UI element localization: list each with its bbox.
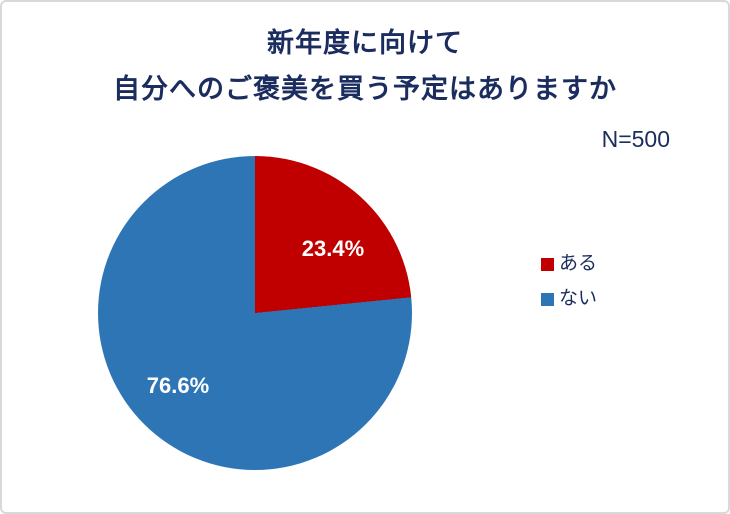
legend-item-aru: ある (541, 253, 597, 275)
slice-label-aru: 23.4% (301, 236, 365, 261)
chart-title-line2: 自分へのご褒美を買う予定はありますか (113, 74, 617, 104)
chart-title-line1: 新年度に向けて (267, 28, 463, 58)
legend-label-nai: ない (559, 288, 598, 309)
pie-chart: 23.4% 76.6% (98, 156, 412, 470)
legend-item-nai: ない (541, 288, 597, 310)
legend-swatch-nai (541, 292, 554, 306)
legend-label-aru: ある (559, 253, 598, 274)
chart-title: 新年度に向けて 自分へのご褒美を買う予定はありますか (2, 20, 728, 112)
sample-size-label: N=500 (601, 126, 670, 152)
legend: ある ない (541, 253, 597, 323)
legend-swatch-aru (541, 257, 554, 271)
slice-label-nai: 76.6% (146, 373, 210, 398)
